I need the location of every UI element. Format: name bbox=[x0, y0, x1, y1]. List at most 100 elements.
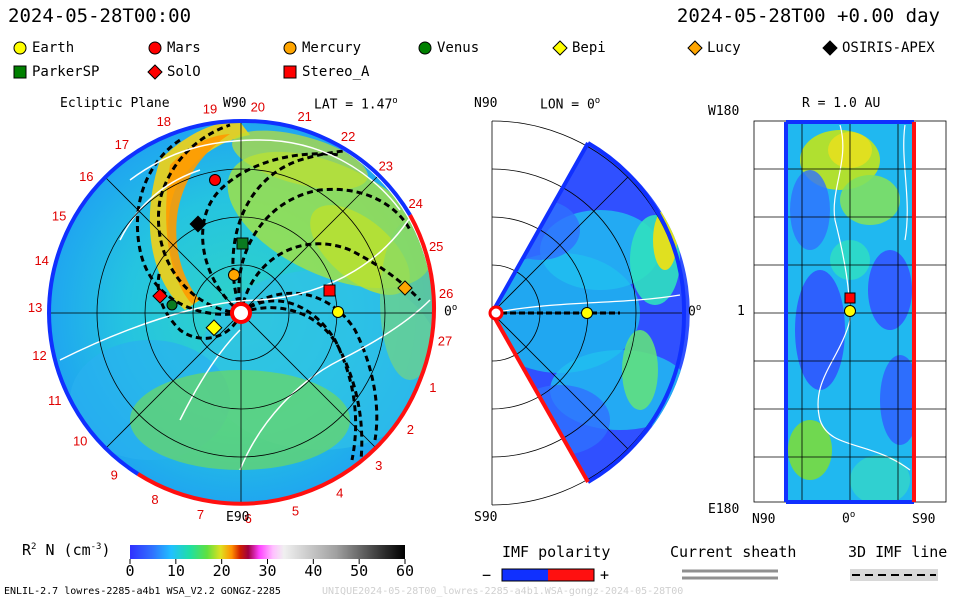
legend-item-earth: Earth bbox=[12, 40, 74, 56]
carrington-label: 10 bbox=[73, 434, 87, 449]
carrington-label: 16 bbox=[79, 169, 93, 184]
carrington-label: 5 bbox=[292, 504, 299, 519]
legend-marker bbox=[147, 64, 163, 80]
carrington-label: 1 bbox=[429, 380, 436, 395]
legend-item-parkersp: ParkerSP bbox=[12, 64, 99, 80]
legend-item-bepi: Bepi bbox=[552, 40, 606, 56]
legend-label: SolO bbox=[167, 64, 201, 80]
carrington-label: 9 bbox=[111, 467, 118, 482]
carrington-label: 12 bbox=[32, 348, 46, 363]
colorbar-label: R2 N (cm-3) bbox=[22, 541, 111, 559]
legend-item-osiris-apex: OSIRIS-APEX bbox=[822, 40, 935, 56]
colorbar-tick-label: 40 bbox=[304, 562, 323, 580]
map-bottom-left: E180 bbox=[708, 502, 740, 517]
mars-marker bbox=[209, 174, 221, 186]
mercury-marker bbox=[228, 269, 240, 281]
current-sheath-label: Current sheath bbox=[670, 543, 797, 561]
legend-label: ParkerSP bbox=[32, 64, 100, 80]
carrington-label: 2 bbox=[407, 422, 414, 437]
legend-marker bbox=[13, 41, 27, 55]
meridional-right-label: 0o bbox=[688, 303, 702, 320]
solo-marker bbox=[152, 288, 168, 304]
footer-left: ENLIL-2.7 lowres-2285-a4b1 WSA_V2.2 GONG… bbox=[4, 586, 281, 597]
carrington-label: 13 bbox=[28, 300, 42, 315]
legend-item-stereo-a: Stereo_A bbox=[282, 64, 369, 80]
legend-label: Earth bbox=[32, 40, 75, 56]
imf-line-3d-label: 3D IMF line bbox=[848, 543, 948, 561]
carrington-label: 14 bbox=[34, 253, 48, 268]
legend-item-solo: SolO bbox=[147, 64, 201, 80]
legend-marker bbox=[687, 40, 703, 56]
date-left: 2024-05-28T00:00 bbox=[8, 5, 192, 27]
ecliptic-top-label: W90 bbox=[223, 96, 247, 111]
map-r-label: R = 1.0 AU bbox=[802, 96, 881, 111]
imf-minus: − bbox=[482, 566, 492, 584]
map-mid-left: 1 bbox=[737, 304, 745, 319]
legend-marker bbox=[13, 65, 27, 79]
carrington-label: 8 bbox=[151, 492, 158, 507]
legend-marker bbox=[283, 65, 297, 79]
carrington-label: 18 bbox=[157, 114, 171, 129]
colorbar-tick-label: 30 bbox=[258, 562, 277, 580]
colorbar-tick-label: 0 bbox=[125, 562, 135, 580]
bepi-marker bbox=[205, 319, 223, 337]
legend-marker bbox=[822, 40, 838, 56]
meridional-bottom-left: S90 bbox=[474, 510, 498, 525]
venus-marker bbox=[166, 299, 178, 311]
ecliptic-bottom-label: E90 bbox=[226, 510, 250, 525]
legend-label: Lucy bbox=[707, 40, 741, 56]
map-top-left: W180 bbox=[708, 104, 740, 119]
ecliptic-title: Ecliptic Plane bbox=[60, 96, 170, 111]
map-x-label-0: N90 bbox=[752, 512, 776, 527]
carrington-label: 22 bbox=[341, 129, 355, 144]
stereo-a-marker bbox=[323, 284, 336, 297]
carrington-label: 17 bbox=[115, 137, 129, 152]
legend-label: Bepi bbox=[572, 40, 606, 56]
meridional-panel bbox=[488, 120, 690, 506]
legend-marker bbox=[148, 41, 162, 55]
imf-polarity-title: IMF polarity bbox=[502, 543, 611, 561]
legend-label: Mercury bbox=[302, 40, 362, 56]
ecliptic-lat-label: LAT = 1.47o bbox=[314, 96, 398, 113]
colorbar-tick-label: 20 bbox=[212, 562, 231, 580]
carrington-label: 24 bbox=[408, 196, 422, 211]
map-x-label-2: S90 bbox=[912, 512, 936, 527]
osiris-apex-marker bbox=[189, 215, 207, 233]
parker-sp-marker bbox=[236, 237, 249, 250]
carrington-label: 27 bbox=[438, 334, 452, 349]
legend-item-venus: Venus bbox=[417, 40, 479, 56]
ecliptic-right-label: 0o bbox=[444, 303, 458, 320]
legend-marker bbox=[552, 40, 568, 56]
legend-item-mars: Mars bbox=[147, 40, 201, 56]
carrington-label: 26 bbox=[439, 286, 453, 301]
colorbar-tick-label: 50 bbox=[350, 562, 369, 580]
legend-marker bbox=[283, 41, 297, 55]
colorbar bbox=[130, 545, 405, 559]
date-right: 2024-05-28T00 +0.00 day bbox=[676, 5, 940, 27]
colorbar-tick-label: 60 bbox=[396, 562, 415, 580]
imf-plus: + bbox=[600, 566, 610, 584]
carrington-label: 11 bbox=[48, 393, 62, 408]
carrington-label: 6 bbox=[245, 511, 252, 526]
carrington-label: 15 bbox=[52, 208, 66, 223]
lucy-marker bbox=[397, 280, 413, 296]
meridional-lon-label: LON = 0o bbox=[540, 96, 601, 113]
legend-label: Venus bbox=[437, 40, 480, 56]
meridional-top-left: N90 bbox=[474, 96, 498, 111]
carrington-label: 3 bbox=[375, 458, 382, 473]
earth-marker bbox=[332, 306, 344, 318]
map-x-label-1: 0o bbox=[842, 510, 856, 527]
legend-marker bbox=[418, 41, 432, 55]
legend-label: Mars bbox=[167, 40, 201, 56]
carrington-label: 7 bbox=[197, 507, 204, 522]
carrington-label: 4 bbox=[336, 486, 343, 501]
footer-right: UNIQUE2024-05-28T00_lowres-2285-a4b1.WSA… bbox=[322, 586, 684, 597]
carrington-label: 25 bbox=[429, 239, 443, 254]
carrington-label: 20 bbox=[251, 100, 265, 115]
legend-item-lucy: Lucy bbox=[687, 40, 741, 56]
legend-label: Stereo_A bbox=[302, 64, 370, 80]
carrington-label: 23 bbox=[379, 159, 393, 174]
colorbar-tick-label: 10 bbox=[166, 562, 185, 580]
legend-label: OSIRIS-APEX bbox=[842, 40, 935, 56]
